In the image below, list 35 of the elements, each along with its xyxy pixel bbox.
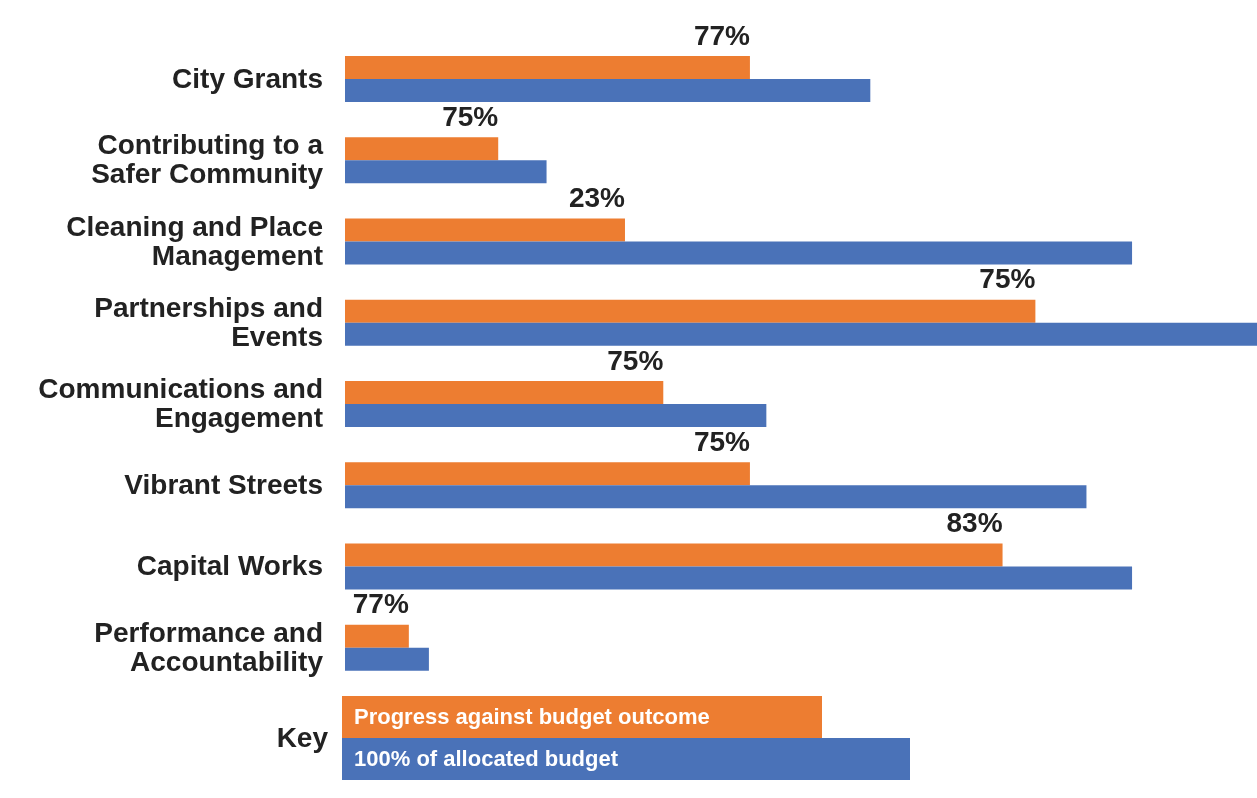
annotation: 83% [946,507,1003,539]
bar [345,647,429,671]
y-tick-label: Performance and Accountability [94,616,324,677]
bar [345,403,767,427]
bar [345,624,409,648]
bar [345,137,499,161]
y-tick-label: Cleaning and Place Management [66,210,323,271]
y-tick-label: Contributing to a Safer Community [91,129,324,190]
y-tick-label: Capital Works [136,550,323,582]
bar [345,322,1257,346]
y-tick-label: Partnerships and Events [94,291,323,352]
annotation: 75% [979,263,1036,295]
annotation: 75% [442,100,499,132]
annotation: 77% [352,588,409,620]
annotation: 75% [607,344,664,376]
y-tick-label: City Grants [172,62,323,94]
bar [345,78,871,102]
annotation: 75% [693,425,751,457]
text: 100% of allocated budget [342,738,910,780]
legend-title: Key [275,722,329,754]
bar [345,485,1087,509]
annotation: 23% [568,182,626,214]
y-tick-label: Vibrant Streets [124,468,323,500]
bar [345,241,1133,265]
y-tick-label: Communications and Engagement [38,373,323,434]
bar [345,55,750,79]
bar [345,299,1036,323]
bar [345,380,664,404]
bar [345,566,1133,590]
bar [345,160,547,184]
text: Progress against budget outcome [342,696,822,738]
annotation: 77% [693,19,751,51]
bar [345,462,750,486]
bar [345,218,625,242]
bar [345,543,1003,567]
